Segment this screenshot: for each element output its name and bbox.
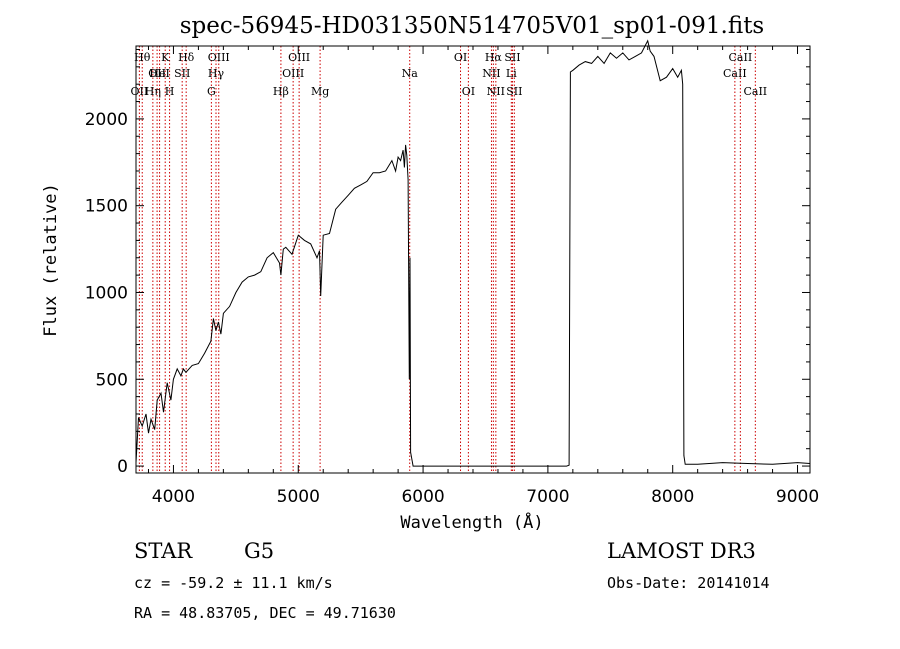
y-tick-label: 1000 (85, 283, 128, 303)
x-axis-label: Wavelength (Å) (400, 511, 543, 533)
axis-ticks: 4000 5000 6000 7000 8000 9000 0 500 1000 1500 2000 (85, 46, 819, 507)
coordinates: RA = 48.83705, DEC = 49.71630 (134, 604, 396, 622)
y-tick-label: 2000 (85, 110, 128, 130)
x-tick-label: 8000 (651, 487, 694, 507)
spectral-line-label: SII (174, 67, 190, 80)
spectral-line-label: OIII (208, 51, 230, 64)
spectral-line-label: NII (487, 85, 505, 98)
y-tick-label: 500 (96, 370, 128, 390)
spectral-subclass: G5 (244, 539, 275, 563)
spectral-line-label: G (207, 85, 216, 98)
survey-name: LAMOST DR3 (607, 539, 756, 563)
y-tick-label: 1500 (85, 197, 128, 217)
x-tick-label: 9000 (776, 487, 819, 507)
object-class: STAR (134, 539, 193, 563)
spectral-line-label: CaII (743, 85, 767, 98)
x-tick-label: 5000 (277, 487, 320, 507)
spectral-line-label: CaII (723, 67, 747, 80)
spectral-line-label: Na (402, 67, 419, 80)
spectral-line-label: OIII (282, 67, 304, 80)
redshift-text: cz = -59.2 ± 11.1 km/s (134, 574, 333, 592)
spectral-line-label: CaII (729, 51, 753, 64)
spectral-line-label: OI (462, 85, 475, 98)
spectral-line-markers (138, 46, 756, 473)
spectral-line-label: H (165, 85, 175, 98)
spectral-line-label: Li (506, 67, 517, 80)
y-tick-label: 0 (117, 457, 128, 477)
x-tick-label: 6000 (401, 487, 444, 507)
spectral-line-label: Hα (485, 51, 503, 64)
spectral-line-label: OI (454, 51, 467, 64)
spectral-line-label: SII (504, 51, 520, 64)
spectral-line-label: OII (148, 67, 166, 80)
spectral-line-labels: OIIHθHηOIIHeIKHSIIHδGHγOIIIHβOIIIOIIIMgN… (131, 51, 768, 98)
spectral-line-label: OIII (288, 51, 310, 64)
spectral-line-label: Mg (311, 85, 329, 98)
spectral-line-label: Hβ (273, 85, 289, 98)
obs-date: Obs-Date: 20141014 (607, 574, 770, 592)
spectral-line-label: Hθ (134, 51, 151, 64)
x-tick-label: 4000 (152, 487, 195, 507)
spectral-line-label: K (161, 51, 170, 64)
spectral-line-label: Hη (145, 85, 161, 98)
spectral-line-label: OII (131, 85, 149, 98)
spectral-line-label: Hδ (178, 51, 195, 64)
spectral-line-label: NII (482, 67, 500, 80)
spectral-line-label: Hγ (208, 67, 225, 80)
chart-title: spec-56945-HD031350N514705V01_sp01-091.f… (180, 13, 765, 39)
y-axis-label: Flux (relative) (41, 183, 61, 337)
spectral-line-label: HeI (149, 67, 169, 80)
plot-frame (135, 45, 811, 474)
flux-series-line (135, 39, 811, 467)
spectral-line-label: SII (506, 85, 522, 98)
x-tick-label: 7000 (526, 487, 569, 507)
